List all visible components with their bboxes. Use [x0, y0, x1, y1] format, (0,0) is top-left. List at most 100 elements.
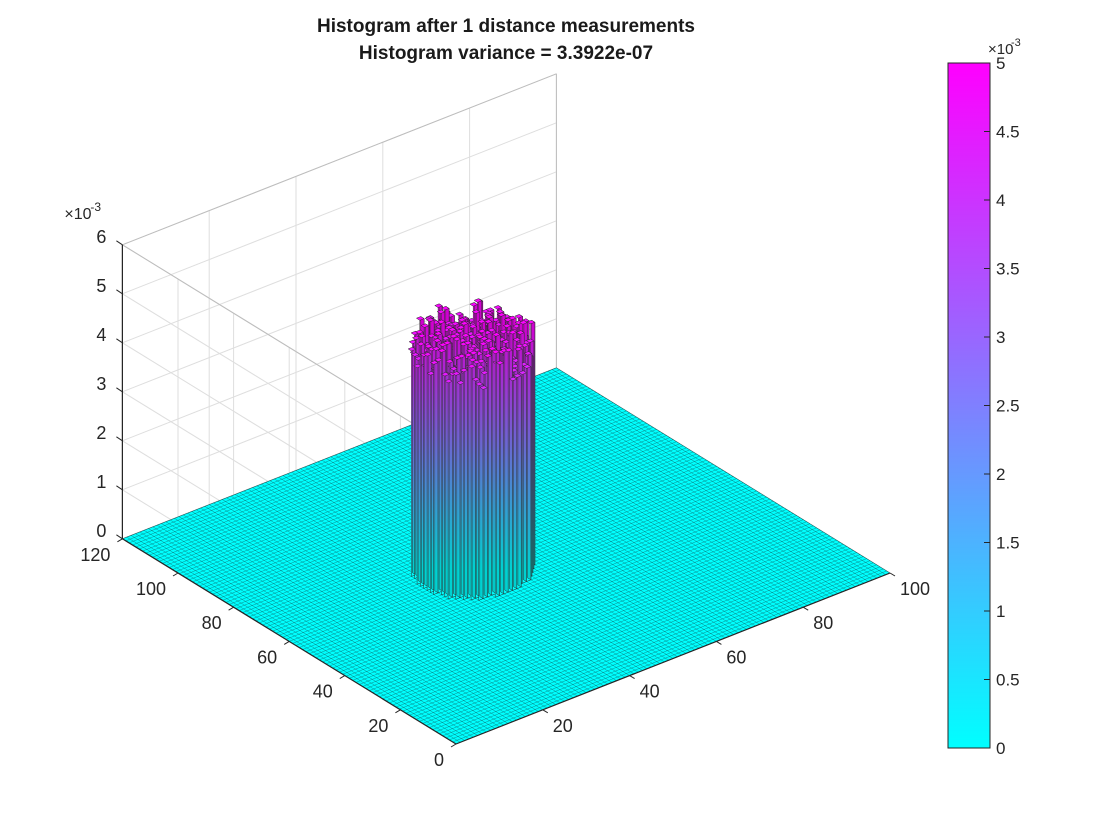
y-tick-label: 0 — [434, 750, 444, 770]
histogram-bar — [444, 378, 453, 600]
y-tick-mark — [283, 640, 290, 645]
floor-cell-edge — [325, 492, 760, 665]
bar-face — [527, 364, 532, 581]
floor-cell-edge — [345, 505, 780, 677]
floor-cell-edge — [435, 560, 871, 732]
bar-top — [415, 316, 425, 321]
bar-top — [507, 315, 517, 321]
y-tick-mark — [172, 572, 179, 577]
bar-top — [484, 314, 494, 319]
x-tick-mark — [542, 709, 549, 714]
x-tick-label: 40 — [640, 682, 660, 702]
floor-cell-edge — [329, 494, 764, 667]
bar-top — [433, 331, 443, 336]
floor-cell-edge — [369, 519, 804, 691]
bar-top — [471, 309, 481, 314]
floor-cell-edge — [449, 568, 884, 741]
z-tick-mark — [116, 534, 123, 540]
bar-top — [436, 309, 446, 314]
bar-top — [474, 381, 484, 387]
bar-top — [481, 347, 491, 353]
bar-top — [473, 298, 483, 303]
z-tick-label: 1 — [96, 472, 106, 492]
floor-cell-edge — [375, 523, 811, 695]
floor-cell-edge — [362, 515, 797, 687]
bar-top — [437, 348, 447, 353]
bar-top — [467, 364, 477, 369]
bar-top — [452, 336, 462, 342]
colorbar-tick-label: 5 — [996, 54, 1005, 73]
bar-top — [434, 357, 443, 362]
bar-top — [514, 314, 524, 319]
colorbar-tick-label: 3 — [996, 328, 1005, 347]
histogram-bar — [512, 373, 522, 590]
bar-top — [411, 335, 421, 340]
colorbar-tick-label: 4.5 — [996, 123, 1020, 142]
y-tick-mark — [117, 538, 123, 543]
histogram-bar — [504, 347, 514, 593]
bar-face — [448, 378, 453, 598]
bar-face — [504, 348, 509, 593]
wall-grid-line — [122, 171, 557, 344]
x-tick-mark — [802, 606, 809, 611]
bar-top — [408, 339, 418, 345]
bar-top — [457, 353, 467, 359]
bar-top — [508, 376, 518, 382]
bar-face — [434, 360, 439, 594]
bar-top — [508, 330, 518, 335]
x-tick-label: 60 — [726, 647, 746, 667]
y-tick-label: 100 — [136, 579, 166, 599]
bar-top — [440, 372, 450, 377]
axis-tick-labels: 20 40 60 80 100 0 20 40 60 80 100 120 0 1 2 3 4 5 6 ×10-3 — [64, 200, 930, 770]
floor-cell-edge — [319, 488, 754, 661]
x-tick-mark — [889, 572, 896, 577]
floor-cell-edge — [432, 558, 867, 730]
bar-top — [513, 346, 523, 352]
bar-top — [426, 371, 436, 376]
bar-top — [491, 332, 501, 337]
y-tick-label: 120 — [80, 545, 110, 565]
bar-top — [456, 380, 466, 385]
bar-top — [522, 364, 532, 369]
y-tick-mark — [395, 709, 401, 714]
bar-top — [523, 351, 533, 356]
bar-top — [483, 353, 493, 358]
histogram-bar — [451, 371, 461, 600]
bar-face — [517, 373, 522, 588]
bar-top — [479, 385, 489, 390]
colorbar-tick-label: 0.5 — [996, 671, 1020, 690]
bar-top — [475, 334, 485, 339]
floor-cell-edge — [355, 511, 791, 683]
bar-top — [469, 350, 479, 355]
bar-top — [515, 330, 525, 335]
bar-face — [495, 349, 500, 597]
bar-top — [504, 347, 514, 353]
z-tick-label: 4 — [96, 325, 106, 345]
z-tick-label: 5 — [96, 276, 106, 296]
bar-face — [500, 360, 505, 595]
floor-cell-edge — [365, 517, 801, 689]
histogram-bar — [518, 370, 528, 584]
floor-cell-edge — [452, 570, 887, 743]
z-tick-mark — [116, 289, 123, 295]
bar-top — [457, 317, 467, 322]
colorbar-tick-label: 3.5 — [996, 260, 1020, 279]
colorbar[interactable]: 0 0.5 1 1.5 2 2.5 3 3.5 4 4.5 5×10-3 — [947, 37, 1021, 758]
bar-top — [442, 340, 452, 345]
colorbar-tick-label: 1 — [996, 602, 1005, 621]
bar-top — [495, 309, 505, 314]
bar-top — [459, 321, 469, 326]
bar-top — [416, 341, 426, 347]
bar-top — [476, 358, 486, 364]
floor-cell-edge — [382, 527, 817, 700]
bar-top — [493, 305, 503, 310]
bar-top — [514, 343, 524, 349]
bar-face — [513, 376, 518, 590]
floor-cell-edge — [392, 533, 827, 706]
bar-face — [483, 385, 488, 598]
histogram-bar — [491, 349, 501, 598]
chart-title: Histogram after 1 distance measurements — [316, 16, 696, 37]
bar-top — [434, 303, 444, 308]
bar-top — [487, 327, 497, 333]
bar-face — [456, 371, 461, 599]
